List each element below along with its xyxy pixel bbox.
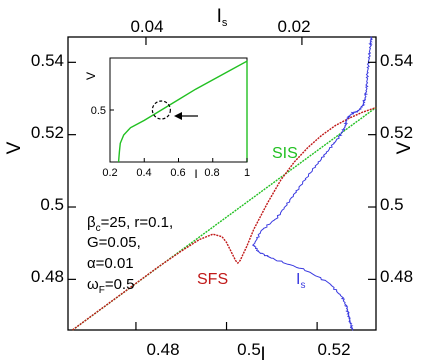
x-tick-label: 0.52: [317, 340, 350, 359]
param-beta: β: [87, 214, 96, 231]
series-line-sfs: [72, 106, 377, 331]
param-line: ωF=0.5: [87, 276, 134, 296]
inset-x-tick-label: 0.8: [204, 167, 219, 179]
right-tick-label: 0.48: [380, 267, 413, 286]
inset-highlight-circle: [151, 100, 171, 120]
param-line: G=0.05,: [87, 234, 141, 251]
top-axis-title-sub: s: [222, 17, 228, 29]
top-axis-title: Is: [217, 6, 228, 29]
param-beta-sub: c: [96, 223, 101, 234]
sfs-label: SFS: [197, 271, 228, 288]
inset-series-group: [117, 59, 248, 163]
y-tick-label: 0.5: [40, 195, 64, 214]
param-omega-sub: F: [99, 285, 105, 296]
main-ticks-group: [68, 37, 376, 330]
right-tick-label: 0.5: [380, 195, 404, 214]
inset-chart: 0.2 0.4 0.6 0.8 1 0.5 I V: [84, 57, 250, 181]
y-tick-label: 0.52: [31, 123, 64, 142]
top-tick-label: 0.04: [130, 17, 163, 36]
series-line-is: [251, 36, 373, 331]
inset-x-title: I: [194, 167, 197, 181]
x-tick-label: 0.5: [237, 340, 261, 359]
inset-y-title: V: [84, 72, 98, 80]
right-tick-label: 0.52: [380, 123, 413, 142]
inset-y-tick-label: 0.5: [91, 105, 106, 117]
y-tick-label: 0.54: [31, 51, 64, 70]
series-line-sis: [72, 106, 377, 331]
x-axis-title: I: [260, 344, 265, 360]
param-line: βc=25, r=0.1,: [87, 214, 173, 234]
top-tick-label: 0.02: [277, 17, 310, 36]
is-label: Is: [296, 271, 305, 291]
is-label-main: I: [296, 271, 300, 288]
inset-x-tick-label: 0.2: [102, 167, 117, 179]
sis-label: SIS: [272, 145, 298, 162]
right-tick-label: 0.54: [380, 51, 413, 70]
param-beta-rest: =25, r=0.1,: [101, 214, 174, 231]
y-axis-title: V: [4, 141, 25, 154]
param-omega-rest: =0.5: [105, 276, 135, 293]
param-omega: ω: [87, 276, 99, 293]
param-line: α=0.01: [87, 255, 134, 272]
inset-series-line: [117, 59, 248, 163]
top-axis-title-main: I: [217, 6, 222, 27]
arrow-left-icon: [174, 112, 198, 120]
y-right-axis-title: V: [394, 141, 415, 154]
inset-ticks-group: [109, 109, 248, 162]
main-series-group: [72, 36, 377, 331]
inset-x-tick-label: 0.6: [170, 167, 185, 179]
plot-frame: [67, 36, 377, 331]
x-tick-label: 0.48: [146, 340, 179, 359]
y-tick-label: 0.48: [31, 267, 64, 286]
inset-x-tick-label: 1: [244, 167, 250, 179]
inset-x-tick-label: 0.4: [136, 167, 151, 179]
is-label-sub: s: [300, 280, 305, 291]
